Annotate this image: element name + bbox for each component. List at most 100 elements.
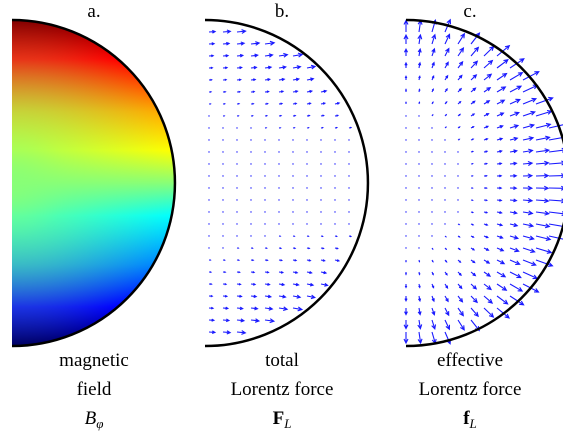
vector-arrow: [496, 72, 508, 81]
vector-arrow: [444, 101, 448, 105]
vector-arrow: [470, 247, 476, 251]
vector-arrow: [509, 98, 521, 105]
vector-dot: [431, 199, 433, 201]
vector-arrow: [348, 235, 353, 238]
vector-dot: [405, 163, 407, 165]
vector-dot: [250, 235, 252, 237]
vector-arrow: [509, 247, 520, 253]
vector-arrow: [250, 259, 255, 262]
vector-dot: [418, 247, 420, 249]
vector-arrow: [470, 259, 476, 264]
vector-dot: [264, 139, 266, 141]
vector-arrow: [292, 294, 302, 299]
vector-dot: [250, 199, 252, 201]
vector-arrow: [470, 87, 477, 93]
vector-dot: [208, 211, 210, 213]
vector-arrow: [278, 294, 287, 299]
vector-arrow: [264, 65, 273, 70]
vector-arrow: [292, 247, 297, 250]
vector-dot: [278, 175, 280, 177]
vector-arrow: [470, 211, 475, 214]
vector-arrow: [444, 126, 447, 129]
vector-arrow: [264, 282, 271, 286]
vector-arrow: [236, 318, 246, 323]
vector-arrow: [509, 235, 520, 240]
vector-arrow: [431, 331, 437, 345]
vector-arrow: [470, 100, 476, 105]
vector-arrow: [496, 162, 503, 166]
vector-arrow: [418, 75, 421, 81]
vector-arrow: [278, 114, 283, 117]
vector-dot: [320, 211, 322, 213]
vector-arrow: [222, 330, 232, 335]
vector-arrow: [292, 77, 301, 82]
vector-dot: [348, 199, 350, 201]
vector-dot: [405, 211, 407, 213]
vector-arrow: [457, 295, 464, 303]
vector-dot: [222, 211, 224, 213]
vector-arrow: [496, 235, 504, 239]
vector-arrow: [483, 211, 489, 214]
vector-dot: [405, 235, 407, 237]
vector-arrow: [208, 29, 217, 34]
vector-arrow: [417, 295, 422, 303]
vector-dot: [250, 211, 252, 213]
vector-arrow: [457, 87, 463, 93]
vector-arrow: [250, 90, 256, 93]
vector-arrow: [470, 223, 475, 226]
vector-arrow: [418, 101, 421, 105]
vector-arrow: [496, 186, 503, 190]
vector-dot: [236, 235, 238, 237]
vector-dot: [405, 127, 407, 129]
vector-arrow: [236, 29, 247, 34]
vector-dot: [222, 247, 224, 249]
vector-arrow: [470, 113, 476, 117]
vector-dot: [444, 175, 446, 177]
vector-dot: [334, 139, 336, 141]
vector-arrow: [278, 77, 286, 82]
vector-dot: [444, 139, 446, 141]
vector-dot: [208, 199, 210, 201]
symbol-subscript: L: [469, 416, 477, 431]
vector-arrow: [278, 306, 289, 312]
effective-force-vector-field: [403, 18, 563, 348]
vector-dot: [418, 175, 420, 177]
force-arrows-c: [403, 18, 563, 345]
vector-arrow: [306, 89, 314, 94]
vector-dot: [292, 175, 294, 177]
vector-arrow: [444, 235, 447, 238]
vector-dot: [418, 151, 420, 153]
vector-arrow: [418, 283, 421, 289]
vector-arrow: [236, 102, 241, 105]
vector-arrow: [496, 247, 505, 252]
vector-dot: [320, 163, 322, 165]
vector-dot: [334, 199, 336, 201]
vector-dot: [250, 151, 252, 153]
vector-dot: [236, 151, 238, 153]
vector-arrow: [222, 282, 228, 286]
force-arrows-b: [208, 29, 353, 335]
vector-arrow: [334, 259, 341, 262]
vector-arrow: [444, 74, 449, 81]
vector-arrow: [292, 282, 300, 287]
vector-arrow: [483, 223, 489, 226]
vector-dot: [264, 223, 266, 225]
vector-arrow: [278, 90, 285, 94]
vector-dot: [457, 211, 459, 213]
vector-dot: [208, 235, 210, 237]
vector-arrow: [509, 198, 518, 203]
caption-b: total Lorentz force FL: [188, 346, 376, 438]
vector-arrow: [470, 150, 475, 153]
vector-arrow: [208, 90, 213, 93]
vector-dot: [236, 163, 238, 165]
vector-dot: [444, 199, 446, 201]
vector-dot: [292, 163, 294, 165]
vector-arrow: [522, 235, 535, 241]
vector-arrow: [403, 332, 409, 345]
vector-arrow: [548, 185, 563, 191]
vector-dot: [334, 223, 336, 225]
vector-arrow: [236, 306, 244, 311]
vector-dot: [405, 151, 407, 153]
vector-dot: [208, 175, 210, 177]
vector-dot: [457, 175, 459, 177]
